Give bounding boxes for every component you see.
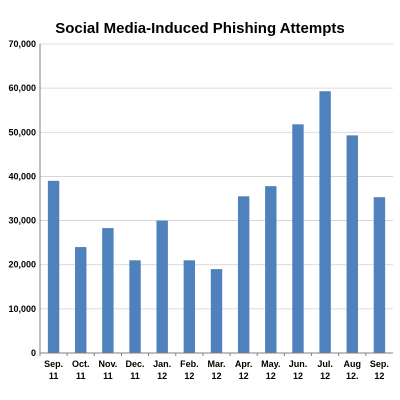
gridlines xyxy=(40,43,393,310)
bar xyxy=(129,260,141,353)
axes xyxy=(39,44,393,356)
y-tick-label: 50,000 xyxy=(8,127,36,137)
x-tick-label: Feb. 12 xyxy=(180,359,199,381)
x-tick-label: Aug 12. xyxy=(344,359,362,381)
y-tick-label: 0 xyxy=(31,348,36,358)
bar xyxy=(237,196,250,353)
x-tick-label: Apr. 12 xyxy=(235,359,253,381)
x-tick-label: Jan. 12 xyxy=(153,359,171,381)
y-tick-label: 60,000 xyxy=(8,83,36,93)
x-tick-label: Nov. 11 xyxy=(98,359,117,381)
x-tick-labels: Sep. 11 Oct. 11 Nov. 11 Dec. 11 Jan. 12 Feb. 12 Mar.… xyxy=(44,359,389,381)
bar xyxy=(102,228,114,353)
bar xyxy=(156,220,168,353)
x-tick-label: Sep. 12 xyxy=(370,359,389,381)
bar xyxy=(292,124,304,353)
bar xyxy=(75,247,87,353)
y-tick-label: 40,000 xyxy=(8,171,36,181)
y-tick-label: 30,000 xyxy=(8,216,36,226)
bar xyxy=(210,269,223,353)
x-tick-label: Oct. 11 xyxy=(72,359,90,381)
bar xyxy=(319,91,331,354)
y-tick-label: 70,000 xyxy=(8,39,36,49)
x-tick-label: Sep. 11 xyxy=(44,359,63,381)
x-tick-label: Mar. 12 xyxy=(207,359,225,381)
bars xyxy=(47,91,386,354)
x-tick-label: Dec. 11 xyxy=(126,359,145,381)
bar xyxy=(47,180,60,353)
y-tick-label: 10,000 xyxy=(8,304,36,314)
bar xyxy=(373,197,386,353)
bar xyxy=(183,260,196,353)
bar xyxy=(346,135,358,353)
bar xyxy=(265,186,277,353)
x-tick-label: May. 12 xyxy=(261,359,280,381)
chart-title: Social Media-Induced Phishing Attempts xyxy=(55,20,344,37)
x-tick-label: Jun. 12 xyxy=(289,359,308,381)
y-tick-label: 20,000 xyxy=(8,260,36,270)
y-tick-labels: 0 10,000 20,000 30,000 40,000 50,000 60,000 70,… xyxy=(8,39,36,358)
x-tick-label: Jul. 12 xyxy=(317,359,333,381)
